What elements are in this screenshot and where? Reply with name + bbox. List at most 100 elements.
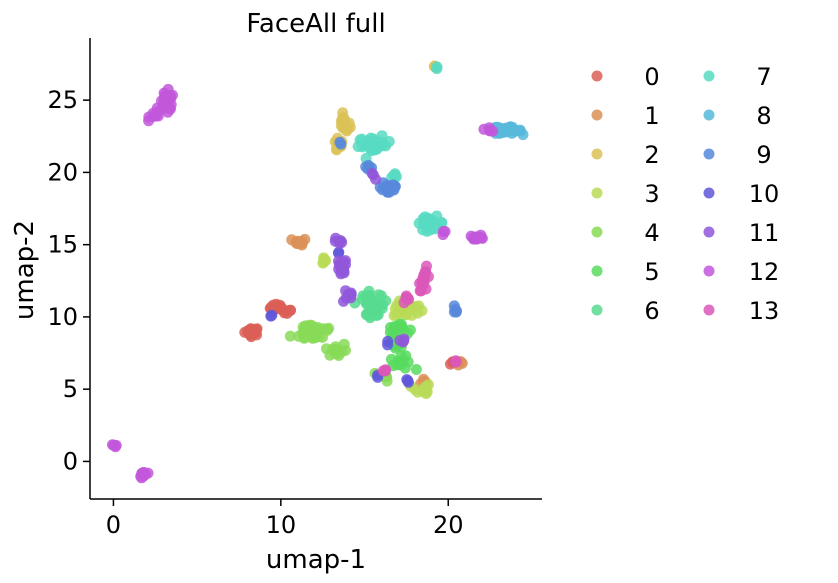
data-point	[334, 136, 346, 148]
data-point	[333, 259, 345, 271]
legend-marker	[591, 226, 603, 238]
data-point	[431, 63, 443, 75]
data-point	[377, 365, 389, 377]
legend-marker	[703, 226, 715, 238]
legend-marker	[703, 70, 715, 82]
axis-ticks: 0 10 20 0 5 10 15 20 25	[47, 86, 463, 539]
data-point	[363, 285, 375, 297]
y-tick-label: 25	[47, 86, 78, 114]
data-point	[286, 234, 298, 246]
data-point	[367, 169, 379, 181]
data-point	[159, 90, 171, 102]
x-tick-label: 0	[106, 511, 121, 539]
data-point	[335, 235, 347, 247]
y-tick-label: 0	[63, 447, 78, 475]
data-point	[419, 381, 431, 393]
y-tick-label: 5	[63, 375, 78, 403]
data-point	[376, 137, 388, 149]
data-point	[415, 285, 427, 297]
x-axis-label: umap-1	[266, 545, 366, 575]
series-0	[239, 298, 459, 370]
legend-marker	[703, 109, 715, 121]
data-point	[345, 288, 357, 300]
data-point	[400, 292, 412, 304]
legend-label: 5	[644, 258, 659, 286]
data-point	[410, 364, 422, 375]
x-tick-label: 10	[266, 511, 297, 539]
legend-label: 13	[749, 297, 780, 325]
data-point	[449, 303, 461, 315]
series-3	[317, 252, 434, 400]
data-point	[321, 324, 333, 336]
series-10	[265, 246, 414, 388]
legend-marker	[703, 187, 715, 199]
data-point	[373, 289, 385, 301]
data-point	[475, 232, 487, 244]
data-point	[164, 103, 176, 115]
data-point	[409, 384, 421, 396]
data-point	[374, 181, 386, 193]
data-point	[389, 168, 401, 180]
data-point	[364, 312, 376, 324]
data-point	[485, 125, 496, 137]
y-tick-label: 20	[47, 158, 78, 186]
data-point	[391, 309, 402, 321]
legend-label: 3	[644, 180, 659, 208]
legend-label: 0	[644, 63, 659, 91]
data-point	[330, 341, 342, 353]
scatter-points	[107, 60, 529, 484]
legend-label: 6	[644, 297, 659, 325]
data-point	[318, 252, 330, 264]
data-point	[356, 293, 368, 305]
data-point	[398, 333, 410, 345]
series-11	[329, 167, 410, 348]
data-point	[401, 374, 413, 386]
legend-label: 2	[644, 141, 659, 169]
legend-label: 11	[749, 219, 780, 247]
data-point	[385, 180, 397, 192]
data-point	[307, 332, 319, 344]
data-point	[267, 299, 279, 311]
data-point	[296, 235, 308, 247]
legend-marker	[591, 187, 603, 199]
data-point	[416, 305, 428, 317]
data-point	[450, 355, 462, 367]
data-point	[110, 441, 121, 453]
data-point	[340, 344, 351, 356]
legend-marker	[703, 304, 715, 316]
legend-label: 8	[756, 102, 771, 130]
legend-label: 7	[756, 63, 771, 91]
legend-marker	[591, 148, 603, 160]
legend-marker	[591, 109, 603, 121]
data-point	[266, 309, 278, 321]
series-9	[334, 136, 462, 318]
legend-label: 10	[749, 180, 780, 208]
legend-marker	[591, 304, 603, 316]
series-12	[107, 83, 499, 484]
legend-label: 12	[749, 258, 780, 286]
legend-label: 9	[756, 141, 771, 169]
data-point	[138, 466, 150, 478]
legend-label: 1	[644, 102, 659, 130]
legend-marker	[591, 70, 603, 82]
legend-label: 4	[644, 219, 659, 247]
legend-marker	[703, 148, 715, 160]
data-point	[369, 144, 381, 156]
data-point	[395, 318, 407, 330]
data-point	[282, 305, 294, 317]
x-tick-label: 20	[433, 511, 464, 539]
series-13	[377, 260, 462, 377]
chart-title: FaceAll full	[246, 9, 385, 39]
y-tick-label: 10	[47, 303, 78, 331]
data-point	[332, 247, 344, 259]
data-point	[312, 322, 324, 333]
data-point	[248, 326, 260, 338]
y-axis-label: umap-2	[10, 220, 40, 320]
data-point	[354, 134, 366, 146]
series-7	[352, 61, 448, 237]
legend-marker	[703, 265, 715, 277]
legend-marker	[591, 265, 603, 277]
data-point	[382, 339, 394, 351]
